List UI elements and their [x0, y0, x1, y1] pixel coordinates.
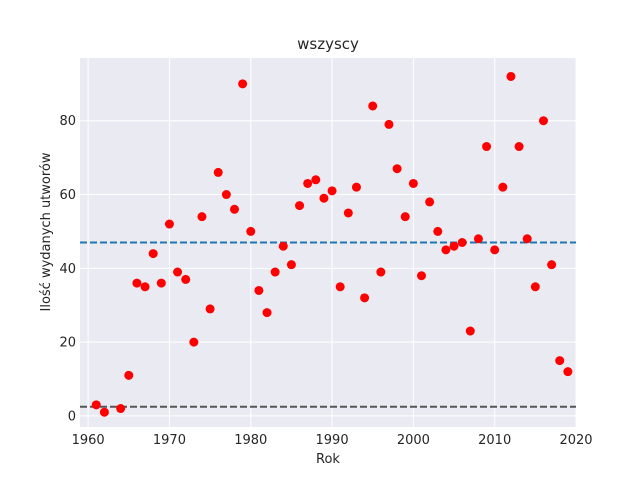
data-point — [181, 274, 191, 284]
data-point — [465, 326, 475, 336]
data-point — [238, 79, 248, 89]
data-point — [148, 249, 158, 259]
data-point — [286, 260, 296, 270]
y-tick-label: 60 — [59, 188, 76, 203]
data-point — [319, 193, 329, 203]
data-point — [164, 219, 174, 229]
x-tick-label: 2000 — [397, 433, 430, 448]
data-point — [547, 260, 557, 270]
data-point — [408, 178, 418, 188]
data-point — [254, 285, 264, 295]
chart-title: wszyscy — [297, 35, 359, 53]
y-tick-label: 20 — [59, 336, 76, 351]
data-point — [392, 164, 402, 174]
data-point — [173, 267, 183, 277]
data-point — [116, 404, 126, 414]
data-point — [303, 178, 313, 188]
data-point — [262, 308, 272, 318]
data-point — [400, 212, 410, 222]
data-point — [156, 278, 166, 288]
data-point — [189, 337, 199, 347]
data-point — [221, 190, 231, 200]
y-tick-labels: 0 20 40 60 80 — [59, 114, 76, 424]
data-point — [197, 212, 207, 222]
data-point — [213, 167, 223, 177]
data-point — [278, 241, 288, 251]
data-point — [425, 197, 435, 207]
data-point — [473, 234, 483, 244]
x-tick-label: 1990 — [316, 433, 349, 448]
data-point — [482, 142, 492, 152]
data-point — [270, 267, 280, 277]
data-point — [498, 182, 508, 192]
data-point — [99, 407, 109, 417]
data-point — [563, 367, 573, 377]
data-point — [311, 175, 321, 185]
y-tick-label: 0 — [68, 409, 76, 424]
data-points — [91, 71, 573, 417]
data-point — [124, 370, 134, 380]
y-tick-label: 80 — [59, 114, 76, 129]
data-point — [384, 119, 394, 129]
data-point — [514, 142, 524, 152]
data-point — [140, 282, 150, 292]
data-point — [229, 204, 239, 214]
data-point — [538, 116, 548, 126]
data-point — [417, 271, 427, 281]
data-point — [295, 201, 305, 211]
data-point — [376, 267, 386, 277]
x-tick-label: 2020 — [559, 433, 592, 448]
data-point — [530, 282, 540, 292]
y-axis-label: Ilość wydanych utworów — [39, 152, 54, 311]
data-point — [360, 293, 370, 303]
data-point — [506, 71, 516, 81]
data-point — [490, 245, 500, 255]
data-point — [246, 226, 256, 236]
data-point — [327, 186, 337, 196]
x-tick-label: 1980 — [234, 433, 267, 448]
x-tick-labels: 1960 1970 1980 1990 2000 2010 2020 — [72, 433, 593, 448]
data-point — [449, 241, 459, 251]
y-tick-label: 40 — [59, 262, 76, 277]
data-point — [343, 208, 353, 218]
x-tick-label: 1960 — [72, 433, 105, 448]
data-point — [457, 238, 467, 247]
data-point — [368, 101, 378, 111]
x-axis-label: Rok — [316, 452, 340, 467]
data-point — [335, 282, 345, 292]
data-point — [132, 278, 142, 288]
x-tick-label: 2010 — [478, 433, 511, 448]
data-point — [555, 356, 565, 366]
data-point — [433, 226, 443, 236]
data-point — [441, 245, 451, 255]
data-point — [205, 304, 215, 314]
data-point — [351, 182, 361, 192]
x-tick-label: 1970 — [153, 433, 186, 448]
data-point — [91, 400, 101, 410]
data-point — [522, 234, 532, 244]
reference-lines — [80, 241, 576, 408]
